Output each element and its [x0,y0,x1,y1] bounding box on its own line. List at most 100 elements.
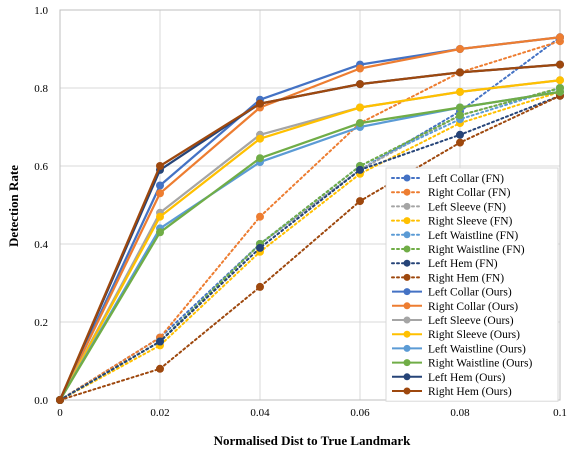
legend-item: Right Sleeve (FN) [391,216,512,228]
legend-item: Left Waistline (Ours) [392,343,526,355]
data-point [156,212,164,221]
data-point [356,103,364,112]
legend-marker [403,302,411,310]
legend-item: Left Waistline (FN) [391,230,518,242]
series-layer [56,33,564,404]
data-point [456,111,464,120]
legend-marker [403,359,411,367]
data-point [556,87,564,96]
y-tick-label: 0.0 [34,395,48,407]
legend-marker [403,330,411,338]
series-right-hem-ours [56,60,564,404]
legend-marker [403,316,411,324]
legend-item: Right Hem (FN) [391,272,504,284]
legend-item: Right Sleeve (Ours) [392,329,520,341]
y-tick-label: 0.8 [34,83,48,95]
legend-marker [403,373,411,381]
legend-label: Left Waistline (Ours) [428,343,526,355]
data-point [456,138,464,147]
x-tick-labels: 0 0.02 0.04 0.06 0.08 0.1 [57,407,567,419]
data-point [156,162,164,170]
x-tick-label: 0.06 [350,407,370,419]
x-tick-label: 0.1 [553,407,567,419]
legend-label: Right Collar (Ours) [428,301,518,313]
data-point [256,99,264,108]
x-axis-title: Normalised Dist to True Landmark [214,433,411,448]
legend-item: Right Waistline (Ours) [392,358,532,370]
legend-label: Right Collar (FN) [428,187,511,199]
data-point [156,189,164,198]
data-point [456,45,464,53]
legend-marker [403,174,411,182]
legend-item: Left Collar (FN) [391,173,504,185]
y-tick-label: 0.6 [34,161,48,173]
legend-item: Left Collar (Ours) [392,287,512,299]
legend-marker [403,273,411,281]
data-point [156,364,164,373]
legend-label: Left Sleeve (Ours) [428,315,514,327]
data-point [356,197,364,206]
series-line [59,90,561,401]
data-point [556,60,564,69]
series-line [59,90,561,401]
legend-label: Right Waistline (Ours) [428,358,532,370]
data-point [456,130,464,139]
legend-label: Left Collar (FN) [428,173,504,185]
legend-marker [403,188,411,196]
legend-label: Right Sleeve (Ours) [428,329,520,341]
y-tick-label: 0.4 [34,239,48,251]
data-point [156,337,164,346]
data-point [256,243,264,252]
data-point [456,103,464,112]
legend-marker [403,344,411,352]
legend-label: Left Sleeve (FN) [428,201,506,213]
series-line [59,79,561,401]
series-left-hem-fn [56,91,564,404]
legend-label: Right Sleeve (FN) [428,216,512,228]
data-point [56,396,64,404]
legend-item: Right Waistline (FN) [391,244,525,256]
legend-label: Left Collar (Ours) [428,287,512,299]
legend-label: Right Waistline (FN) [428,244,525,256]
legend-marker [403,259,411,267]
x-tick-label: 0 [57,407,63,419]
legend-item: Left Hem (FN) [391,258,498,270]
legend-label: Right Hem (Ours) [428,386,512,398]
plot-area-frame [59,9,561,401]
legend-label: Left Hem (Ours) [428,372,505,384]
legend-item: Right Collar (FN) [391,187,511,199]
data-point [256,212,264,221]
legend-marker [403,217,411,225]
series-right-waistline-ours [56,87,564,404]
data-point [356,64,364,73]
legend-marker [403,202,411,210]
data-point [356,165,364,174]
data-point [256,154,264,163]
data-point [556,33,564,42]
data-point [456,68,464,77]
series-line [59,40,561,401]
data-point [256,134,264,143]
data-point [356,80,364,89]
legend-label: Right Hem (FN) [428,272,504,284]
series-line [58,36,561,401]
series-line [58,63,561,401]
legend-item: Right Collar (Ours) [392,301,518,313]
data-point [456,87,464,96]
y-tick-labels: 0.0 0.2 0.4 0.6 0.8 1.0 [34,5,48,407]
legend-item: Left Hem (Ours) [392,372,505,384]
data-point [156,181,164,190]
legend-label: Left Waistline (FN) [428,230,518,242]
data-point [256,282,264,291]
legend-item: Left Sleeve (Ours) [392,315,514,327]
data-point [556,76,564,85]
legend-marker [403,288,411,296]
legend: Left Collar (FN) Right Collar (FN) Left Sl… [385,167,559,402]
x-tick-label: 0.02 [150,407,169,419]
x-tick-label: 0.04 [250,407,270,419]
y-tick-label: 1.0 [34,5,48,17]
series-line [59,94,561,401]
series-line [59,94,561,401]
data-point [156,228,164,237]
